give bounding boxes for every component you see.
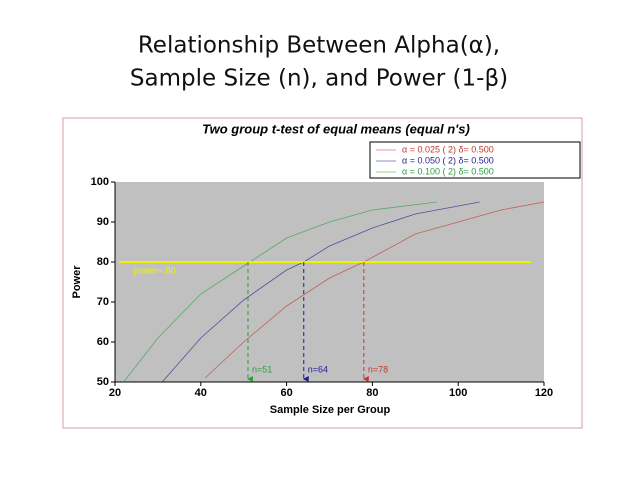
slide-title: Relationship Between Alpha(α),	[138, 33, 500, 59]
legend-label: α = 0.050 ( 2) δ= 0.500	[402, 155, 494, 165]
reference-label: power=.80	[133, 265, 175, 275]
x-tick-label: 80	[366, 387, 378, 399]
slide-title: Sample Size (n), and Power (1-β)	[130, 66, 508, 92]
y-tick-label: 60	[97, 336, 109, 348]
marker-label: n=78	[368, 364, 388, 374]
legend	[369, 141, 581, 179]
x-tick-label: 20	[109, 387, 121, 399]
y-tick-label: 90	[97, 216, 109, 228]
power-curve	[123, 201, 437, 383]
y-tick-label: 80	[97, 256, 109, 268]
x-tick-label: 60	[280, 387, 292, 399]
x-axis-label: Sample Size per Group	[270, 404, 391, 416]
chart-title: Two group t-test of equal means (equal n…	[202, 121, 470, 136]
y-tick-label: 70	[97, 296, 109, 308]
marker-label: n=64	[308, 364, 328, 374]
marker-label: n=51	[252, 364, 272, 374]
y-axis-label: Power	[71, 265, 83, 299]
x-tick-label: 40	[195, 387, 207, 399]
x-tick-label: 120	[535, 387, 553, 399]
y-tick-label: 100	[91, 176, 109, 188]
x-tick-label: 100	[449, 387, 467, 399]
legend-label: α = 0.025 ( 2) δ= 0.500	[402, 144, 494, 154]
plot-area	[115, 182, 544, 382]
legend-label: α = 0.100 ( 2) δ= 0.500	[402, 166, 494, 176]
y-tick-label: 50	[97, 376, 109, 388]
